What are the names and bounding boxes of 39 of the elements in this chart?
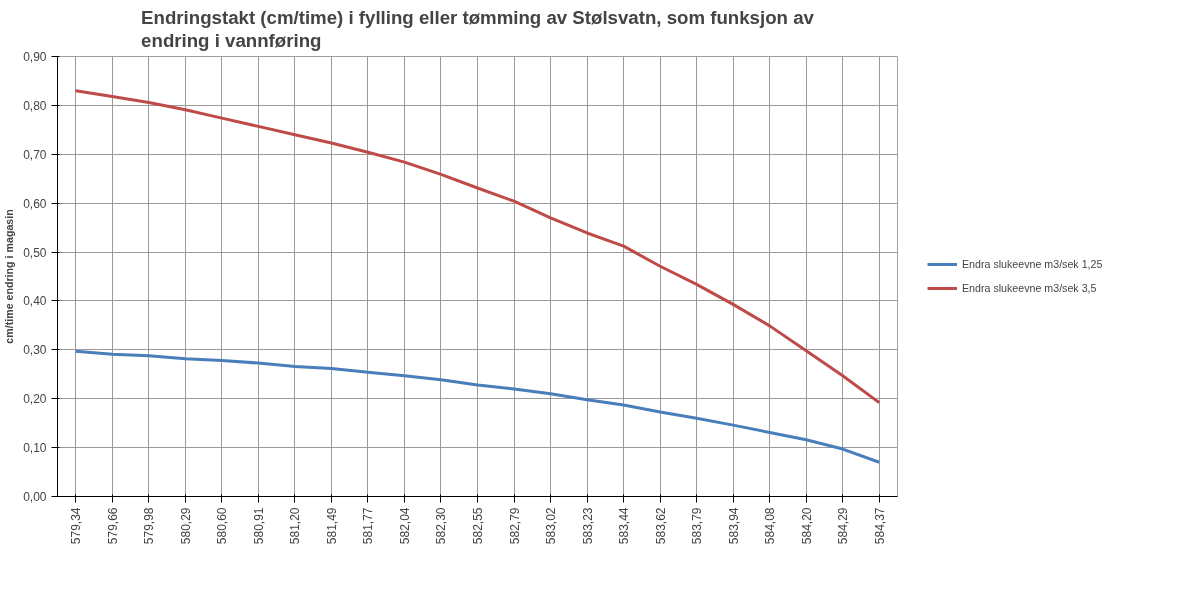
x-tick-label: 581,77 xyxy=(361,507,376,545)
y-tick-label: 0,20 xyxy=(23,392,47,407)
chart-title: Endringstakt (cm/time) i fylling eller tømming av Stølsvatn, som funksjon av endring i vannføring xyxy=(141,7,815,52)
x-tick-label: 580,60 xyxy=(215,507,230,545)
y-tick-label: 0,60 xyxy=(23,196,47,211)
x-tick-label: 581,20 xyxy=(288,507,303,545)
legend-label: Endra slukeevne m3/sek 3,5 xyxy=(962,282,1097,294)
x-tick-label: 584,37 xyxy=(872,507,887,545)
x-tick-label: 582,30 xyxy=(434,507,449,545)
x-tick-label: 581,49 xyxy=(324,507,339,545)
x-tick-label: 583,44 xyxy=(617,507,632,545)
x-tick-label: 584,08 xyxy=(763,507,778,545)
legend-label: Endra slukeevne m3/sek 1,25 xyxy=(962,258,1103,270)
x-tick-label: 583,79 xyxy=(690,507,705,545)
y-tick-label: 0,90 xyxy=(23,50,47,64)
x-tick-label: 580,29 xyxy=(178,507,193,545)
y-tick-label: 0,80 xyxy=(23,98,47,113)
x-tick-label: 584,20 xyxy=(799,507,814,545)
x-tick-label: 579,34 xyxy=(69,507,84,545)
x-tick-label: 582,79 xyxy=(507,507,522,545)
y-tick-label: 0,30 xyxy=(23,343,47,358)
x-tick-label: 582,55 xyxy=(471,507,485,545)
y-tick-label: 0,00 xyxy=(23,490,47,504)
x-tick-label: 582,04 xyxy=(397,507,412,545)
y-tick-label: 0,70 xyxy=(23,147,47,162)
y-axis-title: cm/time endring i magasin xyxy=(3,209,16,344)
x-tick-label: 584,29 xyxy=(836,507,851,545)
x-tick-label: 580,91 xyxy=(251,507,266,545)
x-tick-label: 583,62 xyxy=(653,507,668,545)
y-tick-label: 0,50 xyxy=(23,245,47,260)
y-tick-label: 0,40 xyxy=(23,294,47,309)
y-tick-label: 0,10 xyxy=(23,441,47,456)
x-tick-label: 583,94 xyxy=(726,507,741,545)
x-tick-label: 579,98 xyxy=(142,507,157,545)
line-series xyxy=(74,349,881,464)
x-tick-label: 579,66 xyxy=(105,507,120,545)
line-series xyxy=(74,89,881,405)
x-tick-label: 583,02 xyxy=(544,507,559,545)
x-tick-label: 583,23 xyxy=(580,507,595,545)
